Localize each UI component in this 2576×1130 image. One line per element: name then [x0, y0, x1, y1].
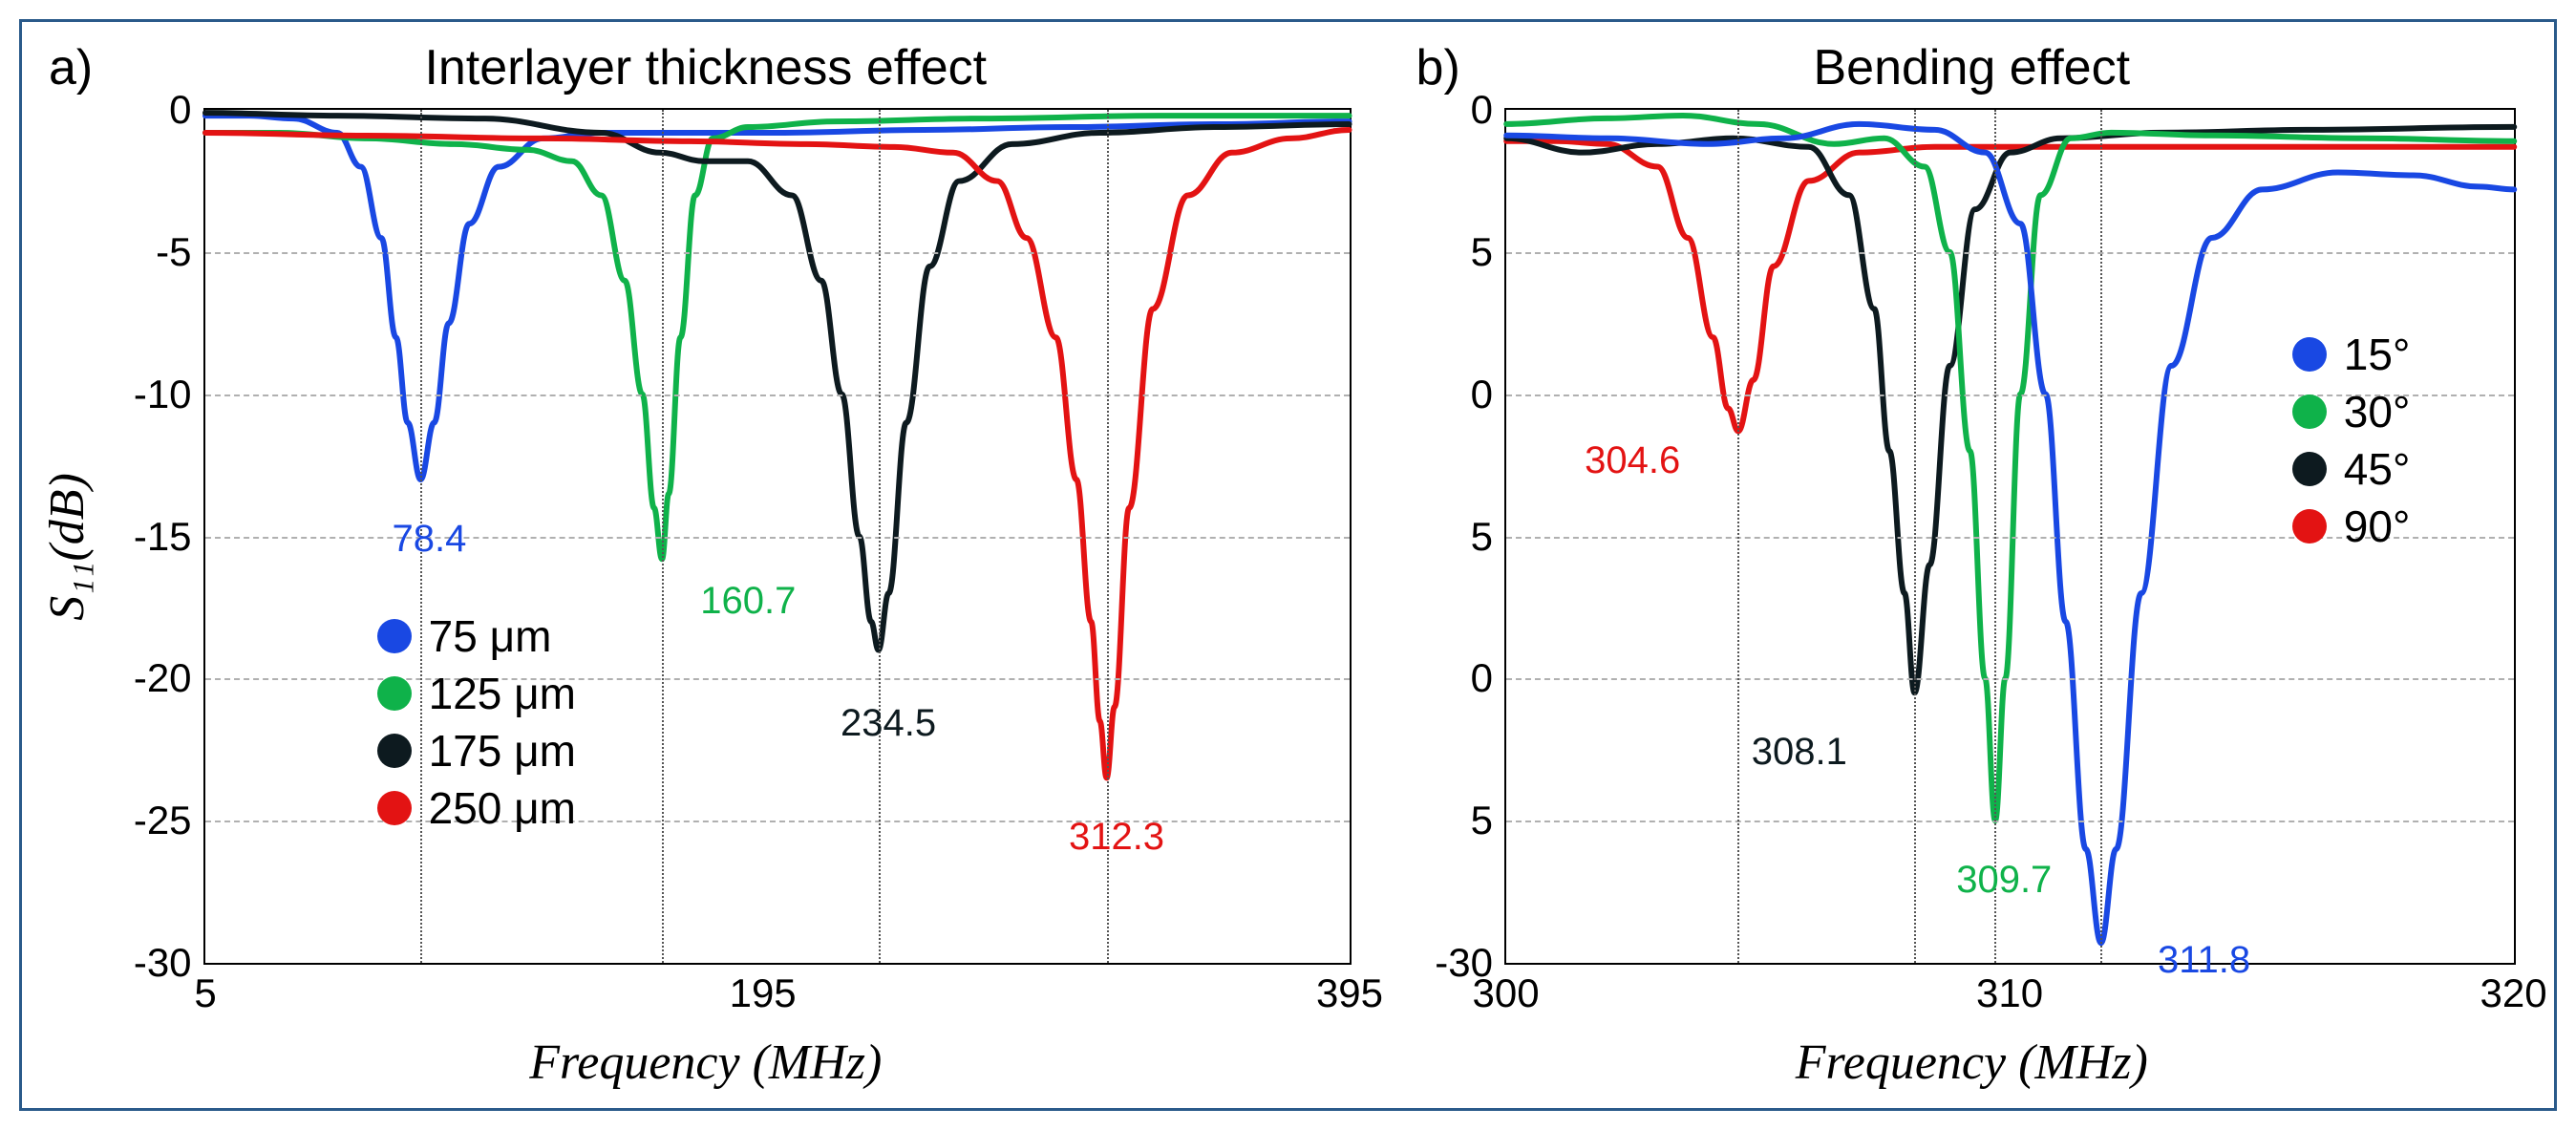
legend-item: 45° [2292, 443, 2411, 495]
series-curve [205, 116, 1350, 559]
peak-annotation: 160.7 [700, 580, 796, 623]
x-tick-label: 320 [2476, 970, 2552, 1016]
y-tick-label: 5 [1407, 229, 1493, 275]
v-marker-line [879, 110, 881, 963]
y-tick-label: 0 [1407, 655, 1493, 701]
y-tick-label: -10 [106, 372, 192, 417]
panel-a-xlabel: Frequency (MHz) [22, 1034, 1390, 1091]
legend-label: 75 μm [429, 610, 552, 662]
peak-annotation: 312.3 [1069, 816, 1164, 859]
peak-annotation: 304.6 [1585, 439, 1680, 482]
panel-a-plot: 0-5-10-15-20-25-30519539578.4160.7234.53… [203, 108, 1352, 965]
panel-b-xlabel: Frequency (MHz) [1390, 1034, 2554, 1091]
y-tick-label: 0 [106, 87, 192, 133]
y-tick-label: -25 [106, 798, 192, 843]
legend-label: 125 μm [429, 668, 576, 719]
grid-line-h [1506, 678, 2514, 680]
legend-dot-icon [2292, 337, 2327, 372]
legend: 15° 30° 45° 90° [2292, 323, 2411, 558]
legend-dot-icon [2292, 394, 2327, 429]
v-marker-line [662, 110, 664, 963]
y-tick-label: -20 [106, 655, 192, 701]
legend-dot-icon [377, 734, 412, 768]
legend-dot-icon [2292, 509, 2327, 544]
v-marker-line [2100, 110, 2102, 963]
legend-dot-icon [377, 676, 412, 711]
x-tick-label: 195 [725, 970, 801, 1016]
legend-item: 30° [2292, 386, 2411, 437]
legend-label: 175 μm [429, 725, 576, 777]
peak-annotation: 308.1 [1752, 731, 1847, 774]
legend-item: 75 μm [377, 610, 576, 662]
figure-container: a) Interlayer thickness effect S₁₁(dB) F… [19, 19, 2557, 1111]
series-curve [205, 116, 1350, 480]
x-tick-label: 395 [1311, 970, 1388, 1016]
peak-annotation: 78.4 [392, 518, 466, 561]
series-curve [205, 113, 1350, 650]
panel-a-title: Interlayer thickness effect [22, 39, 1390, 96]
y-tick-label: -5 [106, 229, 192, 275]
v-marker-line [1914, 110, 1916, 963]
legend-dot-icon [2292, 452, 2327, 486]
panel-b-plot: 050505-30300310320304.6308.1309.7311.815… [1504, 108, 2516, 965]
legend-item: 175 μm [377, 725, 576, 777]
v-marker-line [1737, 110, 1739, 963]
panel-b: b) Bending effect Frequency (MHz) 050505… [1390, 22, 2554, 1108]
grid-line-h [1506, 821, 2514, 822]
legend-dot-icon [377, 619, 412, 653]
legend: 75 μm 125 μm 175 μm250 μm [377, 605, 576, 840]
legend-label: 45° [2344, 443, 2411, 495]
y-tick-label: 0 [1407, 372, 1493, 417]
peak-annotation: 234.5 [841, 702, 936, 745]
peak-annotation: 309.7 [1956, 859, 2052, 902]
legend-label: 90° [2344, 501, 2411, 552]
legend-label: 15° [2344, 329, 2411, 380]
y-tick-label: 5 [1407, 514, 1493, 560]
panel-a-ylabel: S₁₁(dB) [39, 473, 96, 621]
legend-item: 15° [2292, 329, 2411, 380]
panel-b-title: Bending effect [1390, 39, 2554, 96]
legend-item: 125 μm [377, 668, 576, 719]
y-tick-label: 5 [1407, 798, 1493, 843]
legend-dot-icon [377, 791, 412, 825]
grid-line-h [1506, 252, 2514, 254]
panel-a: a) Interlayer thickness effect S₁₁(dB) F… [22, 22, 1390, 1108]
legend-item: 250 μm [377, 782, 576, 834]
v-marker-line [1994, 110, 1996, 963]
legend-label: 250 μm [429, 782, 576, 834]
x-tick-label: 5 [167, 970, 244, 1016]
grid-line-h [205, 394, 1350, 396]
legend-item: 90° [2292, 501, 2411, 552]
x-tick-label: 300 [1468, 970, 1544, 1016]
legend-label: 30° [2344, 386, 2411, 437]
grid-line-h [205, 252, 1350, 254]
peak-annotation: 311.8 [2158, 939, 2250, 982]
y-tick-label: -15 [106, 514, 192, 560]
y-tick-label: 0 [1407, 87, 1493, 133]
grid-line-h [205, 537, 1350, 539]
x-tick-label: 310 [1971, 970, 2048, 1016]
